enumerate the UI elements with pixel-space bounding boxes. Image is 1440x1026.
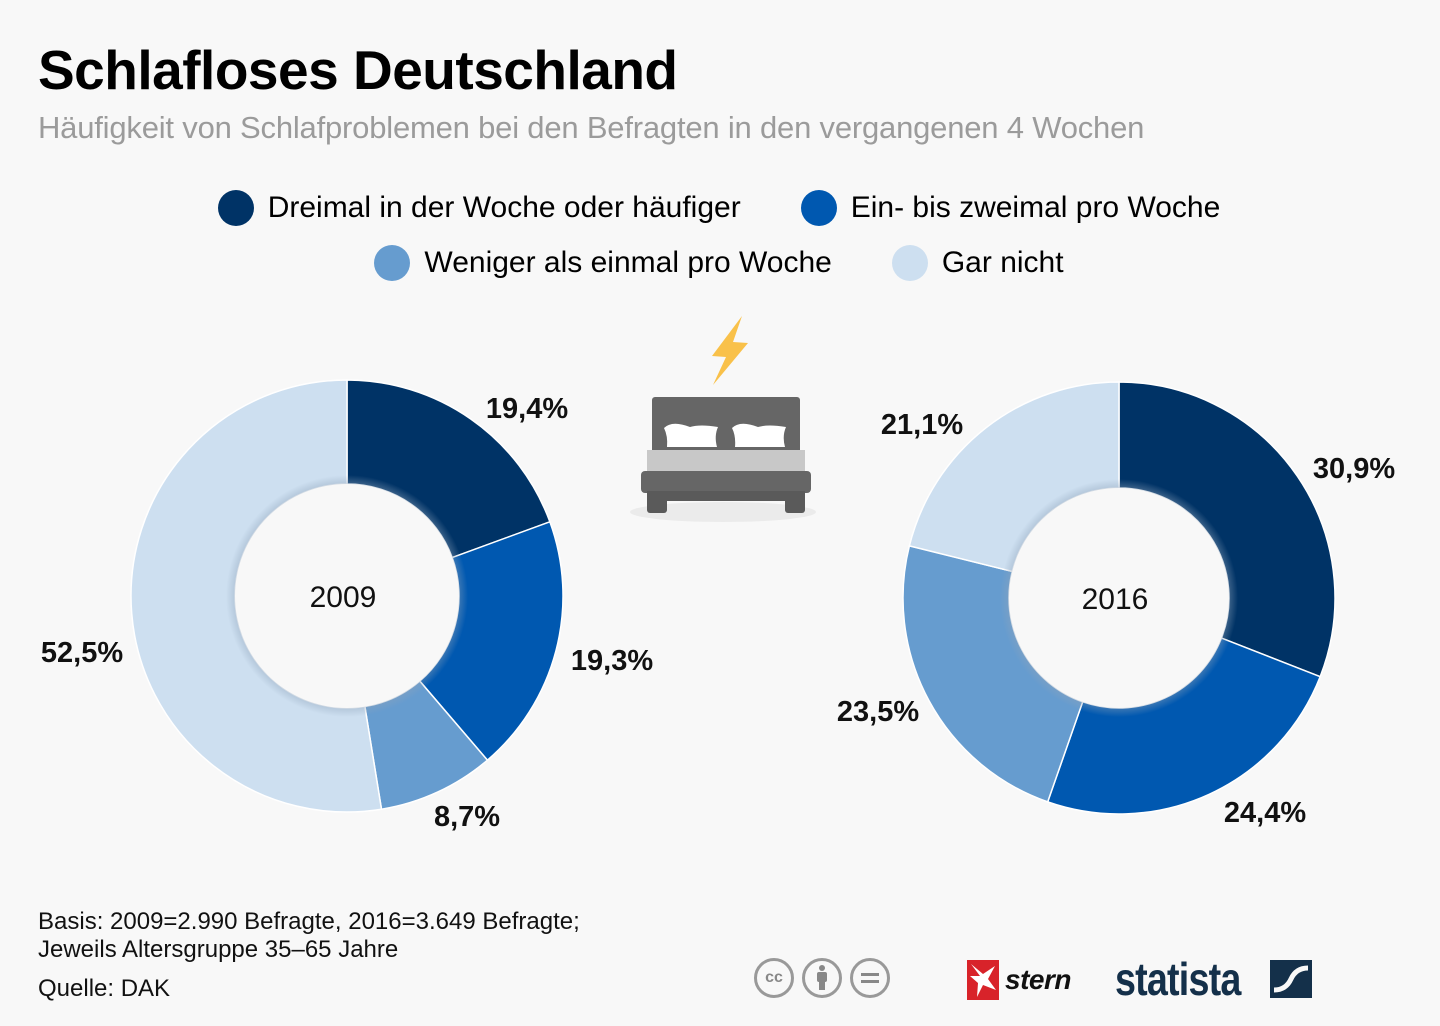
legend-item-dreimal: Dreimal in der Woche oder häufiger [217,190,741,226]
legend-label: Weniger als einmal pro Woche [424,246,832,279]
bed-frame [641,471,811,493]
donut-center-year: 2009 [310,581,377,614]
donut-hole [1009,488,1229,708]
legend-item-ein-bis-zweimal: Ein- bis zweimal pro Woche [800,190,1221,226]
pillow-left-icon [664,423,718,447]
license-icons[interactable]: cc [754,958,890,998]
source-note: Quelle: DAK [38,975,171,1002]
lightning-icon [712,316,748,385]
attribution-icon[interactable] [802,958,842,998]
legend-label: Ein- bis zweimal pro Woche [850,191,1221,224]
statista-mark-icon [1270,960,1312,998]
footnote: Basis: 2009=2.990 Befragte, 2016=3.649 B… [38,908,580,964]
bed-with-lightning-icon [630,316,816,522]
no-derivatives-icon[interactable] [850,958,890,998]
legend-swatch [374,245,411,281]
legend-swatch [891,245,928,281]
legend-swatch [800,190,837,226]
donut-chart-2009: 2009 19,4% 19,3% 8,7% 52,5% [41,379,653,833]
slice-value-label: 19,3% [571,645,653,677]
slice-value-label: 30,9% [1313,453,1395,485]
slice-value-label: 23,5% [837,696,919,728]
donut-center-year: 2016 [1082,583,1149,616]
statista-wordmark: statista [1115,953,1241,1005]
legend-row-2: Weniger als einmal pro Woche Gar nicht [0,245,1439,281]
stern-logo[interactable]: stern [967,960,1071,1000]
legend-item-gar-nicht: Gar nicht [891,245,1064,281]
basis-line-1: Basis: 2009=2.990 Befragte, 2016=3.649 B… [38,908,580,935]
statista-logo[interactable]: statista [1115,952,1312,1006]
slice-value-label: 19,4% [486,393,568,425]
legend-item-weniger: Weniger als einmal pro Woche [374,245,832,281]
legend-row-1: Dreimal in der Woche oder häufiger Ein- … [0,190,1439,226]
stern-wordmark: stern [1005,964,1071,995]
basis-line-2: Jeweils Altersgruppe 35–65 Jahre [38,936,399,963]
bed-shadow [630,502,816,522]
stern-star-icon [967,960,999,1000]
slice-value-label: 21,1% [881,409,963,441]
chart-title: Schlafloses Deutschland [38,39,678,101]
pillow-right-icon [732,423,786,447]
chart-subtitle: Häufigkeit von Schlafproblemen bei den B… [38,110,1145,145]
slice-value-label: 24,4% [1224,797,1306,829]
cc-icon[interactable]: cc [754,958,794,998]
slice-value-label: 8,7% [434,801,500,833]
legend-label: Dreimal in der Woche oder häufiger [267,191,741,224]
legend-label: Gar nicht [941,246,1064,279]
bed-mattress [647,450,805,472]
bed-base [647,491,805,501]
donut-hole [235,484,459,708]
legend-swatch [217,190,254,226]
slice-value-label: 52,5% [41,637,123,669]
donut-chart-2016: 2016 30,9% 24,4% 23,5% 21,1% [837,381,1395,829]
